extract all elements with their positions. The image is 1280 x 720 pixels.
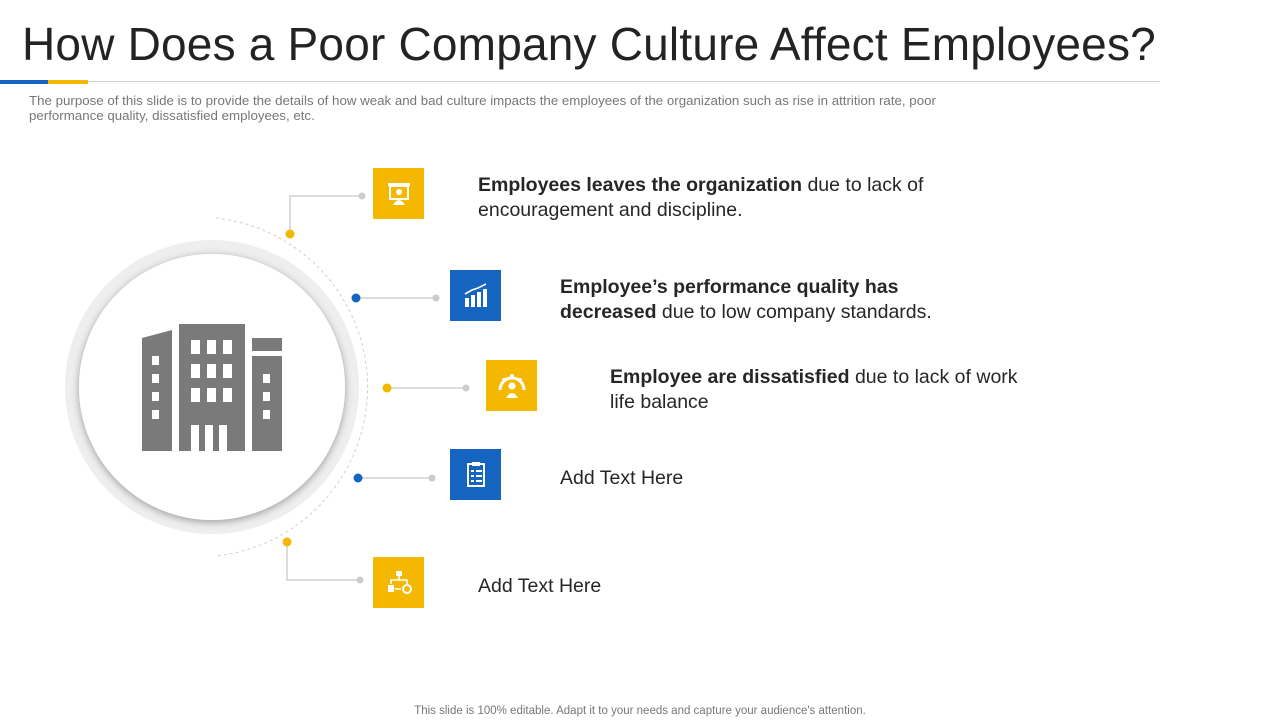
- slide-footer: This slide is 100% editable. Adapt it to…: [414, 705, 866, 717]
- title-underline: [0, 80, 1160, 84]
- item-5-text: Add Text Here: [478, 574, 878, 599]
- slide-subtitle: The purpose of this slide is to provide …: [29, 93, 936, 123]
- item-1-normal: due to lack of encouragement and discipl…: [478, 174, 924, 221]
- presentation-person-icon: [387, 182, 410, 205]
- item-1-icon-tile: [373, 168, 424, 219]
- item-5-normal: Add Text Here: [478, 575, 602, 597]
- item-2-text: Employee’s performance quality has decre…: [560, 275, 980, 325]
- item-4-icon-tile: [450, 449, 501, 500]
- item-3-text: Employee are dissatisfied due to lack of…: [610, 365, 1020, 415]
- item-4-text: Add Text Here: [560, 466, 960, 491]
- item-1-text: Employees leaves the organization due to…: [478, 173, 978, 223]
- item-3-normal: due to lack of work life balance: [610, 366, 1018, 413]
- outer-arc: [215, 217, 369, 557]
- item-2-normal: due to low company standards.: [656, 301, 932, 323]
- office-building-icon: [142, 324, 282, 451]
- item-3-bold: Employee are dissatisfied: [610, 366, 850, 388]
- item-5-icon-tile: [373, 557, 424, 608]
- item-2-bold: Employee’s performance quality has decre…: [560, 276, 899, 323]
- team-person-icon: [498, 373, 525, 398]
- item-3-icon-tile: [486, 360, 537, 411]
- slide-title: How Does a Poor Company Culture Affect E…: [22, 18, 1156, 70]
- workflow-icon: [387, 570, 412, 594]
- item-1-bold: Employees leaves the organization: [478, 174, 803, 196]
- item-4-normal: Add Text Here: [560, 467, 684, 489]
- item-2-icon-tile: [450, 270, 501, 321]
- bar-chart-icon: [464, 282, 487, 307]
- clipboard-checklist-icon: [466, 461, 485, 487]
